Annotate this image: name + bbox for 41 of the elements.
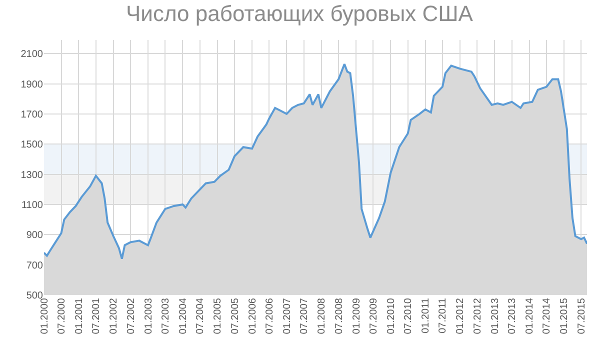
y-tick-label: 2100 (20, 49, 44, 60)
x-tick-label: 01.2015 (559, 298, 570, 334)
x-tick-label: 01.2004 (178, 298, 189, 334)
y-tick-label: 1500 (20, 140, 44, 151)
x-tick-label: 07.2012 (472, 298, 484, 334)
x-tick-label: 07.2007 (299, 298, 310, 334)
x-tick-label: 07.2005 (230, 298, 241, 334)
x-tick-label: 01.2002 (108, 298, 120, 334)
x-tick-label: 07.2002 (126, 298, 137, 334)
x-tick-label: 01.2012 (455, 298, 466, 334)
y-tick-label: 900 (26, 230, 44, 242)
chart-title: Число работающих буровых США (126, 0, 474, 26)
x-tick-label: 01.2010 (386, 298, 397, 334)
x-tick-label: 07.2000 (56, 298, 68, 334)
x-tick-label: 07.2004 (195, 298, 206, 334)
x-tick-label: 07.2014 (542, 298, 553, 334)
x-tick-label: 01.2006 (247, 298, 258, 334)
x-tick-label: 01.2007 (282, 298, 293, 334)
y-tick-label: 1700 (20, 109, 44, 120)
x-tick-label: 01.2001 (74, 298, 85, 334)
x-tick-label: 07.2010 (403, 298, 414, 334)
x-tick-label: 07.2011 (438, 298, 449, 334)
y-tick-label: 1100 (21, 200, 44, 211)
x-tick-label: 07.2001 (91, 298, 102, 334)
x-tick-label: 01.2008 (316, 298, 328, 334)
x-tick-label: 07.2003 (160, 298, 172, 334)
y-tick-label: 1300 (20, 170, 44, 181)
x-tick-label: 01.2000 (39, 298, 50, 334)
y-tick-label: 700 (26, 260, 44, 272)
x-tick-label: 07.2009 (368, 298, 380, 334)
x-tick-label: 01.2005 (212, 298, 224, 334)
x-tick-label: 01.2009 (351, 298, 362, 334)
x-tick-label: 07.2015 (576, 298, 588, 334)
x-tick-label: 01.2003 (143, 298, 154, 334)
x-tick-label: 01.2013 (490, 298, 501, 334)
x-tick-label: 07.2006 (264, 298, 276, 334)
x-tick-label: 01.2011 (420, 298, 432, 334)
x-tick-label: 07.2008 (334, 298, 345, 334)
x-tick-label: 07.2013 (507, 298, 518, 334)
x-tick-label: 01.2014 (524, 298, 536, 334)
y-tick-label: 1900 (20, 79, 44, 90)
